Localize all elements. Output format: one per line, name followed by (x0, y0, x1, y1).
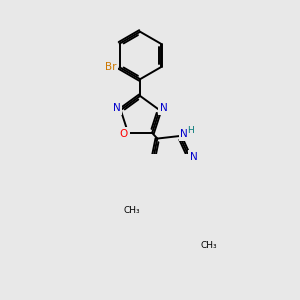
Text: N: N (190, 152, 197, 162)
Text: N: N (112, 103, 120, 113)
Text: N: N (180, 129, 188, 139)
Text: CH₃: CH₃ (201, 241, 217, 250)
Text: H: H (187, 126, 194, 135)
Text: Br: Br (105, 62, 116, 72)
Text: CH₃: CH₃ (124, 206, 141, 214)
Text: N: N (160, 103, 168, 113)
Text: O: O (120, 129, 128, 139)
